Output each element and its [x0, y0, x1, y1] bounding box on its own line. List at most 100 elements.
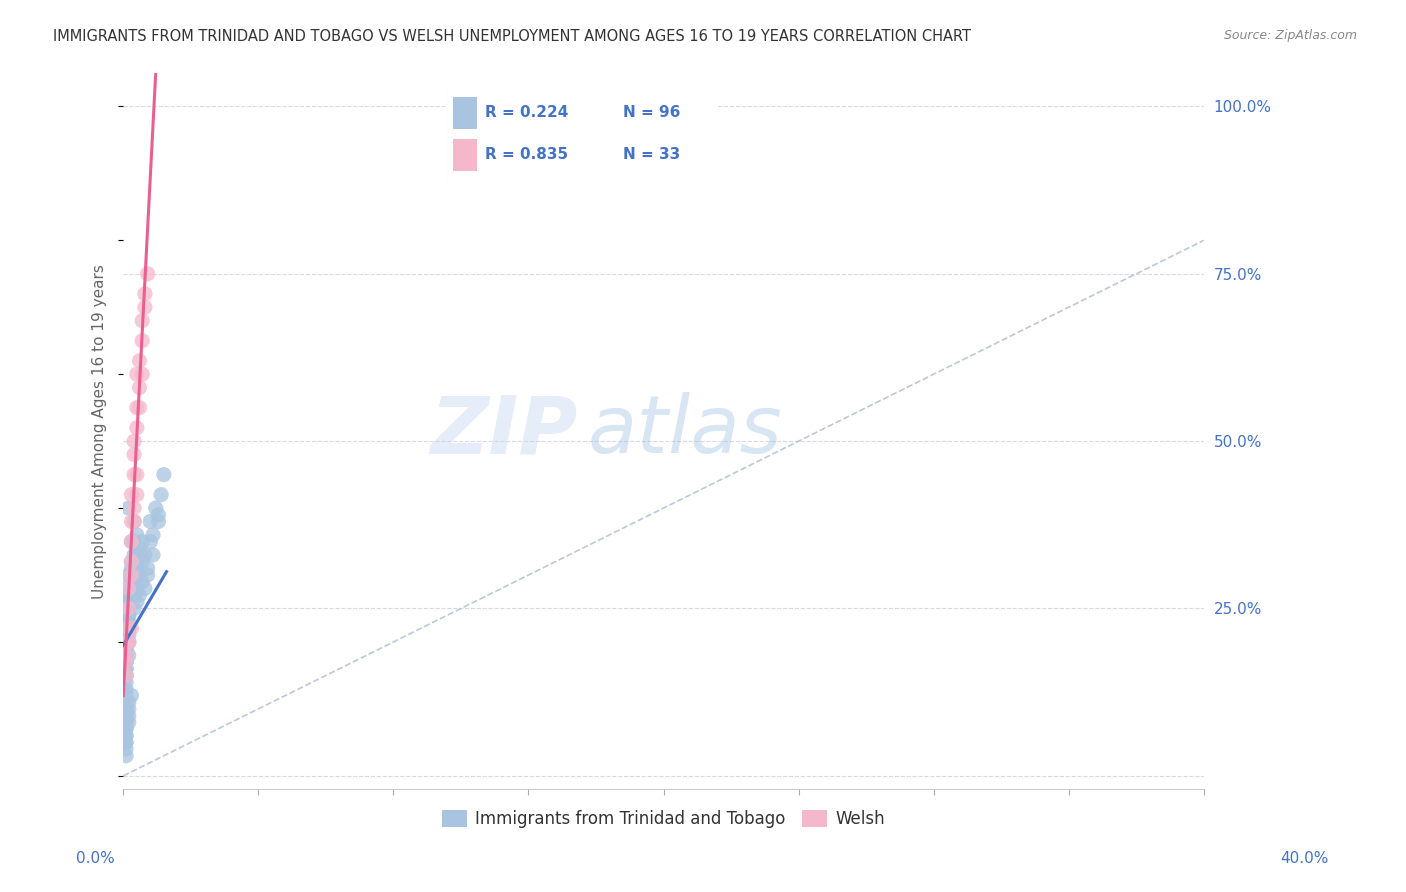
Point: [118, 608, 141, 623]
Point: [118, 582, 141, 596]
Point: [120, 582, 142, 596]
Point: [122, 548, 145, 562]
Point: [134, 548, 156, 562]
Point: [122, 467, 145, 482]
Point: [118, 635, 141, 649]
Point: [118, 622, 141, 636]
Point: [115, 668, 138, 682]
Point: [128, 401, 150, 415]
Point: [128, 541, 150, 556]
Point: [115, 648, 138, 663]
Point: [115, 648, 138, 663]
Point: [134, 300, 156, 314]
Point: [153, 467, 176, 482]
Point: [122, 588, 145, 602]
Point: [122, 501, 145, 516]
Point: [115, 582, 138, 596]
Point: [115, 628, 138, 642]
Point: [115, 615, 138, 629]
Point: [115, 729, 138, 743]
Point: [115, 622, 138, 636]
Point: [131, 555, 153, 569]
Point: [120, 515, 142, 529]
Point: [136, 568, 159, 582]
Point: [120, 488, 142, 502]
Point: [125, 368, 148, 382]
Point: [125, 421, 148, 435]
Point: [142, 548, 165, 562]
Point: [118, 595, 141, 609]
Point: [125, 561, 148, 575]
Point: [115, 635, 138, 649]
Point: [120, 568, 142, 582]
Point: [125, 595, 148, 609]
Point: [131, 334, 153, 348]
Point: [115, 735, 138, 749]
Point: [120, 582, 142, 596]
Point: [150, 488, 173, 502]
Point: [118, 622, 141, 636]
Point: [136, 561, 159, 575]
Point: [122, 574, 145, 589]
Point: [118, 622, 141, 636]
Point: [148, 515, 170, 529]
Point: [115, 641, 138, 656]
Point: [118, 601, 141, 615]
Text: 40.0%: 40.0%: [1281, 852, 1329, 866]
Point: [118, 695, 141, 709]
Text: IMMIGRANTS FROM TRINIDAD AND TOBAGO VS WELSH UNEMPLOYMENT AMONG AGES 16 TO 19 YE: IMMIGRANTS FROM TRINIDAD AND TOBAGO VS W…: [53, 29, 972, 44]
Point: [115, 735, 138, 749]
Point: [131, 574, 153, 589]
Point: [118, 568, 141, 582]
Point: [128, 354, 150, 368]
Point: [115, 729, 138, 743]
Point: [115, 655, 138, 669]
Point: [115, 681, 138, 696]
Point: [120, 561, 142, 575]
Point: [134, 582, 156, 596]
Point: [115, 675, 138, 690]
Point: [118, 601, 141, 615]
Text: atlas: atlas: [588, 392, 783, 470]
Point: [122, 434, 145, 449]
Point: [120, 534, 142, 549]
Text: Source: ZipAtlas.com: Source: ZipAtlas.com: [1223, 29, 1357, 42]
Point: [125, 528, 148, 542]
Point: [131, 313, 153, 327]
Point: [115, 662, 138, 676]
Point: [120, 555, 142, 569]
Point: [122, 601, 145, 615]
Point: [120, 574, 142, 589]
Point: [120, 568, 142, 582]
Point: [118, 628, 141, 642]
Point: [115, 702, 138, 716]
Point: [125, 401, 148, 415]
Point: [134, 286, 156, 301]
Point: [115, 655, 138, 669]
Point: [118, 622, 141, 636]
Point: [115, 668, 138, 682]
Point: [115, 668, 138, 682]
Point: [128, 381, 150, 395]
Point: [115, 715, 138, 730]
Point: [136, 267, 159, 281]
Point: [120, 582, 142, 596]
Point: [131, 534, 153, 549]
Point: [128, 548, 150, 562]
Point: [118, 635, 141, 649]
Point: [139, 534, 162, 549]
Point: [118, 501, 141, 516]
Point: [115, 748, 138, 763]
Legend: Immigrants from Trinidad and Tobago, Welsh: Immigrants from Trinidad and Tobago, Wel…: [436, 803, 891, 835]
Point: [118, 702, 141, 716]
Point: [118, 601, 141, 615]
Point: [122, 515, 145, 529]
Point: [122, 448, 145, 462]
Point: [118, 648, 141, 663]
Point: [115, 668, 138, 682]
Point: [145, 501, 167, 516]
Point: [118, 635, 141, 649]
Point: [115, 662, 138, 676]
Point: [125, 582, 148, 596]
Point: [120, 555, 142, 569]
